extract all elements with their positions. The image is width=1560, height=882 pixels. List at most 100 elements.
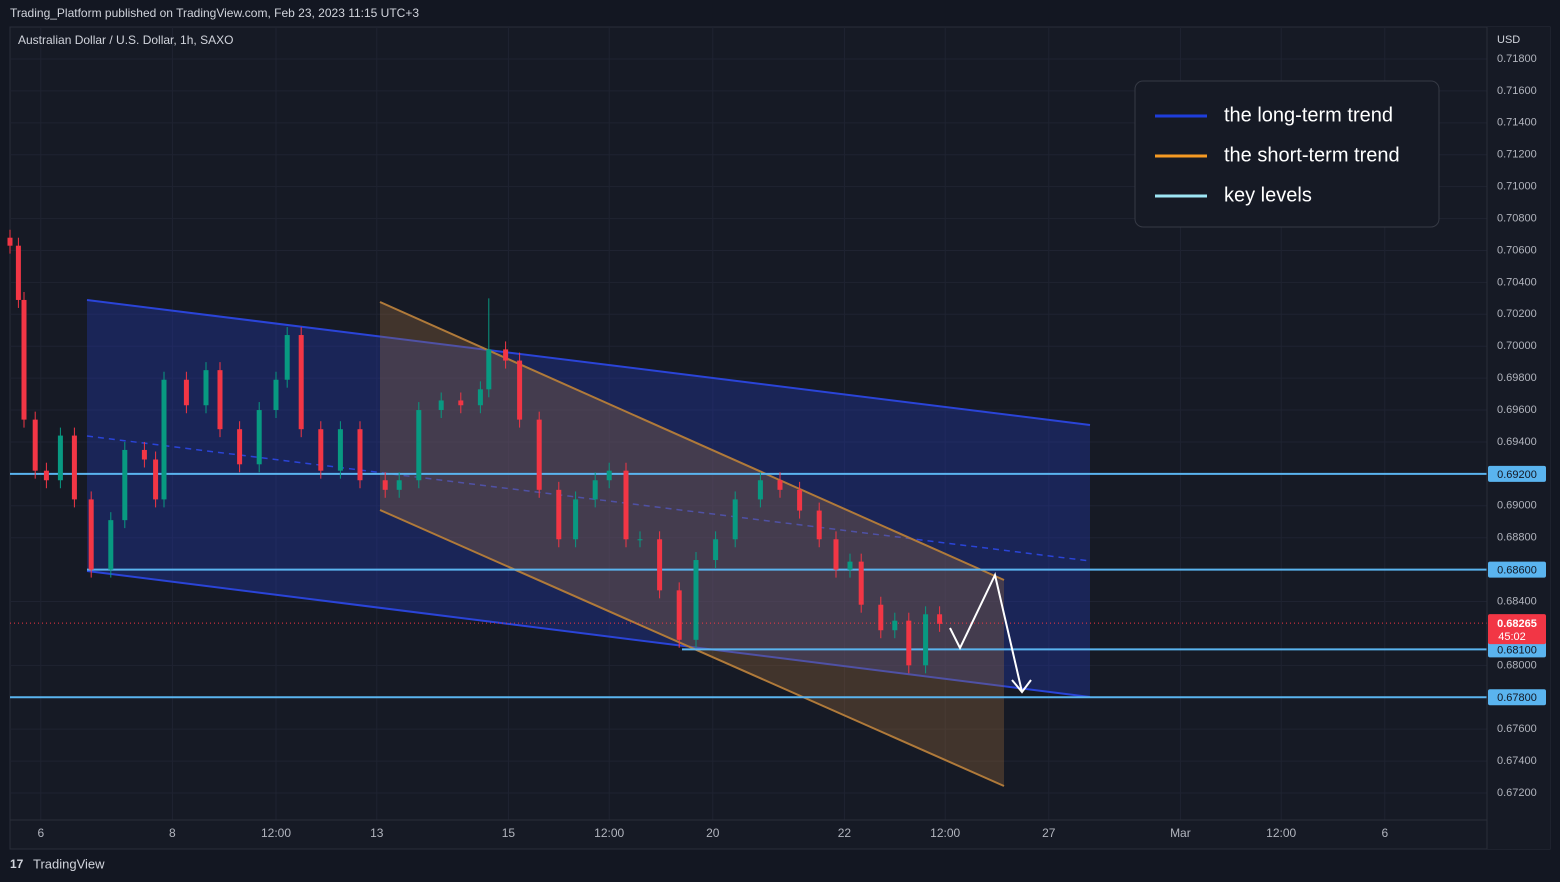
last-price-label: 0.68265	[1497, 618, 1537, 630]
key-level-tag	[1488, 561, 1546, 578]
arrow-head	[1011, 679, 1032, 694]
x-tick-label: 20	[706, 826, 720, 840]
channel-midline	[86, 435, 1091, 562]
key-level-label: 0.68600	[1497, 565, 1537, 577]
long-term-channel	[87, 300, 1090, 697]
candle-body	[256, 410, 262, 465]
y-tick-label: 0.71800	[1497, 53, 1537, 65]
x-tick-label: 8	[169, 826, 176, 840]
axes: 0.71800 0.71600 0.71400 0.71200 0.71000 0.708…	[37, 53, 1546, 840]
candle-body	[43, 470, 49, 481]
candles	[7, 229, 943, 674]
y-tick-label: 0.69400	[1497, 436, 1537, 448]
candle-body	[833, 539, 839, 570]
y-tick-label: 0.68000	[1497, 659, 1537, 671]
short-term-channel	[380, 302, 1004, 786]
y-tick-label: 0.70000	[1497, 340, 1537, 352]
channel-line	[86, 299, 1091, 426]
x-tick-label: 6	[37, 826, 44, 840]
candle-body	[382, 480, 388, 490]
candle-body	[573, 499, 579, 540]
candle-body	[108, 520, 114, 570]
last-price-tag	[1488, 614, 1546, 645]
legend: the long-term trend the short-term trend k…	[1155, 104, 1400, 206]
x-tick-label: 12:00	[1266, 826, 1296, 840]
key-level-label: 0.69200	[1497, 469, 1537, 481]
symbol-title: Australian Dollar / U.S. Dollar, 1h, SAX…	[18, 33, 233, 47]
y-tick-label: 0.68800	[1497, 532, 1537, 544]
candle-body	[517, 360, 523, 420]
candle-body	[477, 389, 483, 406]
candle-body	[183, 379, 189, 406]
candle-body	[847, 561, 853, 570]
y-tick-label: 0.67600	[1497, 723, 1537, 735]
logo: 17	[10, 857, 24, 871]
candle-body	[122, 449, 128, 521]
candle-body	[57, 435, 63, 481]
candle-body	[153, 459, 159, 500]
candle-body	[713, 539, 719, 561]
candle-body	[858, 561, 864, 605]
key-level-label: 0.68100	[1497, 644, 1537, 656]
key-level-tag	[1488, 465, 1546, 482]
published-note: Trading_Platform published on TradingVie…	[10, 6, 419, 20]
y-tick-label: 0.67200	[1497, 787, 1537, 799]
candle-body	[676, 590, 682, 640]
y-tick-label: 0.71000	[1497, 181, 1537, 193]
key-level-tag	[1488, 689, 1546, 706]
candle-body	[878, 604, 884, 631]
candle-body	[458, 400, 464, 406]
candle-body	[318, 429, 324, 471]
key-level-tag	[1488, 641, 1546, 658]
candle-body	[357, 429, 363, 481]
candle-body	[273, 379, 279, 411]
candle-body	[21, 299, 27, 420]
candle-body	[161, 379, 167, 500]
x-tick-label: 27	[1042, 826, 1056, 840]
candle-body	[592, 480, 598, 500]
candle-body	[486, 349, 492, 390]
legend-label: the short-term trend	[1224, 144, 1400, 166]
y-tick-label: 0.69600	[1497, 404, 1537, 416]
channel-line	[379, 301, 1005, 581]
candle-body	[937, 614, 943, 624]
x-tick-label: 12:00	[930, 826, 960, 840]
candle-body	[15, 245, 21, 300]
y-tick-label: 0.70600	[1497, 244, 1537, 256]
candle-body	[693, 560, 699, 640]
y-tick-label: 0.69800	[1497, 372, 1537, 384]
channel-line	[86, 570, 1091, 698]
candle-body	[797, 489, 803, 511]
candle-body	[396, 480, 402, 490]
candle-body	[757, 480, 763, 500]
y-tick-label: 0.68400	[1497, 595, 1537, 607]
candle-body	[298, 335, 304, 430]
candle-body	[906, 620, 912, 666]
y-tick-label: 0.70200	[1497, 308, 1537, 320]
projection-arrow	[949, 571, 1023, 693]
candle-body	[71, 435, 77, 500]
legend-box	[1134, 80, 1440, 228]
candle-body	[141, 449, 147, 460]
currency: USD	[1497, 34, 1520, 46]
candle-body	[7, 237, 13, 246]
y-tick-label: 0.71600	[1497, 85, 1537, 97]
key-level-label: 0.67800	[1497, 692, 1537, 704]
x-tick-label: 6	[1381, 826, 1388, 840]
candle-body	[732, 499, 738, 540]
x-tick-label: Mar	[1170, 826, 1191, 840]
legend-label: key levels	[1224, 184, 1312, 206]
y-tick-label: 0.71400	[1497, 117, 1537, 129]
brand: TradingView	[33, 856, 105, 871]
candle-body	[892, 620, 898, 631]
candle-body	[337, 429, 343, 471]
legend-label: the long-term trend	[1224, 104, 1393, 126]
candle-body	[237, 429, 243, 465]
candle-body	[438, 400, 444, 411]
candle-body	[217, 370, 223, 430]
x-tick-label: 15	[502, 826, 516, 840]
candle-body	[536, 419, 542, 490]
candle-body	[637, 539, 643, 541]
